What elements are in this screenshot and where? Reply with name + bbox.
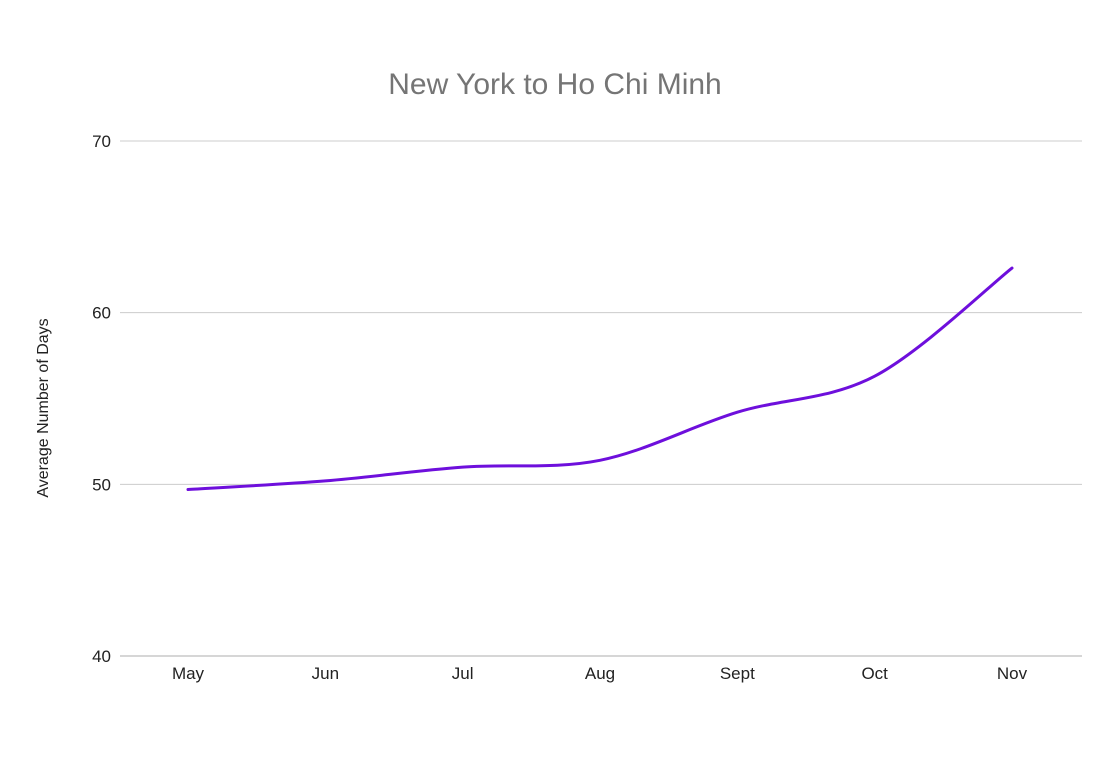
y-tick-label-40: 40 bbox=[92, 647, 111, 666]
y-tick-label-50: 50 bbox=[92, 475, 111, 494]
x-tick-label-may: May bbox=[172, 664, 205, 683]
x-tick-label-aug: Aug bbox=[585, 664, 615, 683]
x-tick-label-jul: Jul bbox=[452, 664, 474, 683]
x-tick-label-jun: Jun bbox=[312, 664, 339, 683]
y-tick-label-70: 70 bbox=[92, 132, 111, 151]
y-tick-label-60: 60 bbox=[92, 304, 111, 323]
y-axis-title: Average Number of Days bbox=[35, 318, 52, 497]
x-tick-label-nov: Nov bbox=[997, 664, 1028, 683]
gridlines bbox=[120, 140, 1082, 657]
chart-title: New York to Ho Chi Minh bbox=[388, 68, 722, 101]
series-layer bbox=[186, 266, 1014, 491]
y-axis-ticks: 40 50 60 70 bbox=[92, 132, 111, 666]
x-tick-label-oct: Oct bbox=[861, 664, 888, 683]
series-line-0 bbox=[186, 266, 1014, 491]
x-tick-label-sept: Sept bbox=[720, 664, 755, 683]
x-axis-ticks: May Jun Jul Aug Sept Oct Nov bbox=[172, 664, 1028, 683]
